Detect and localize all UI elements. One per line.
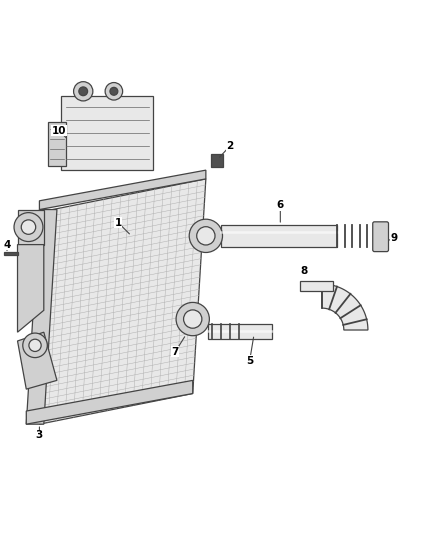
FancyBboxPatch shape <box>211 155 223 167</box>
Polygon shape <box>39 179 206 424</box>
Text: 3: 3 <box>36 430 43 440</box>
FancyBboxPatch shape <box>373 222 389 252</box>
Circle shape <box>189 219 223 253</box>
Polygon shape <box>322 284 368 330</box>
FancyBboxPatch shape <box>61 96 153 170</box>
Circle shape <box>23 333 47 358</box>
Text: 6: 6 <box>277 200 284 210</box>
Polygon shape <box>221 225 337 247</box>
Text: 9: 9 <box>391 233 398 243</box>
Circle shape <box>110 87 118 95</box>
Text: 1: 1 <box>115 217 122 228</box>
Polygon shape <box>26 381 193 424</box>
Polygon shape <box>26 209 57 424</box>
Circle shape <box>21 220 36 235</box>
Polygon shape <box>208 324 272 339</box>
FancyBboxPatch shape <box>300 281 333 291</box>
Text: 10: 10 <box>52 126 67 136</box>
Circle shape <box>29 339 41 351</box>
Text: 4: 4 <box>4 240 11 249</box>
Text: 2: 2 <box>226 141 233 151</box>
Circle shape <box>79 87 88 96</box>
Text: 5: 5 <box>246 356 253 366</box>
FancyBboxPatch shape <box>4 252 18 255</box>
Circle shape <box>197 227 215 245</box>
Text: 8: 8 <box>301 266 308 276</box>
Circle shape <box>74 82 93 101</box>
Circle shape <box>176 302 209 336</box>
Circle shape <box>184 310 202 328</box>
Circle shape <box>105 83 123 100</box>
Polygon shape <box>18 209 44 245</box>
Polygon shape <box>39 170 206 209</box>
Polygon shape <box>18 245 44 332</box>
FancyBboxPatch shape <box>48 122 66 166</box>
Text: 7: 7 <box>172 347 179 357</box>
Polygon shape <box>18 332 57 389</box>
Circle shape <box>14 213 43 241</box>
